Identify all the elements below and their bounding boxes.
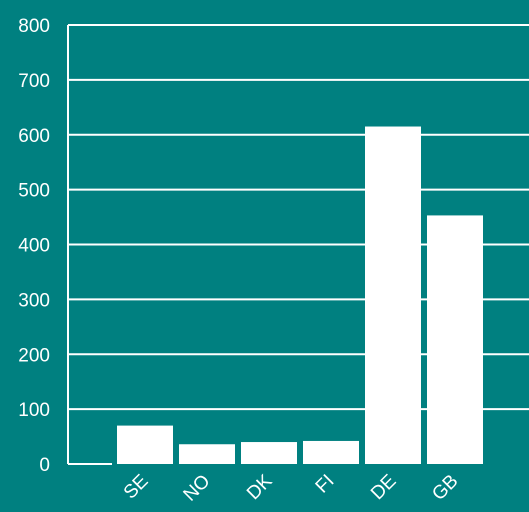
bar-no: [179, 444, 235, 464]
y-axis-tick-labels: 0 100 200 300 400 500 600 700 800: [18, 16, 50, 476]
y-tick-label: 0: [39, 455, 50, 476]
bar-gb: [427, 215, 483, 464]
bar-se: [117, 425, 173, 464]
y-tick-label: 600: [18, 126, 50, 147]
bar-fi: [303, 440, 359, 464]
y-tick-label: 500: [18, 181, 50, 202]
y-tick-label: 200: [18, 345, 50, 366]
y-tick-label: 700: [18, 71, 50, 92]
y-tick-label: 300: [18, 290, 50, 311]
y-tick-label: 800: [18, 16, 50, 37]
bars: [117, 126, 483, 465]
bar-dk: [241, 442, 297, 464]
bar-de: [365, 126, 421, 465]
y-tick-label: 100: [18, 400, 50, 421]
y-tick-label: 400: [18, 236, 50, 257]
gridlines: [68, 24, 529, 465]
